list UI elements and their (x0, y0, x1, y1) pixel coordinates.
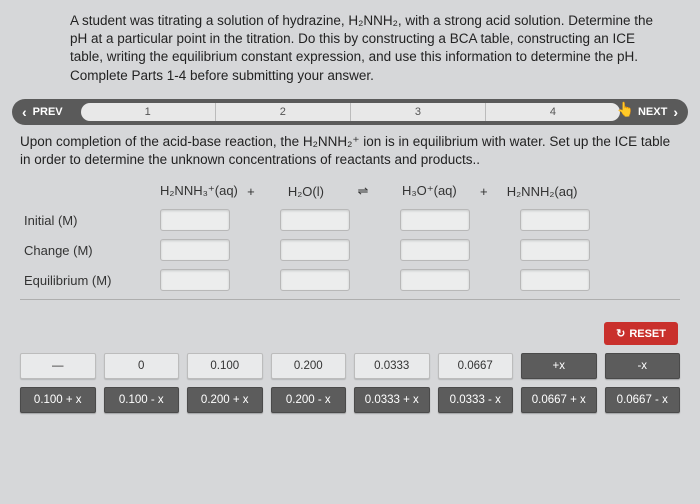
tile[interactable]: 0.100 + x (20, 387, 96, 413)
ice-cell[interactable] (520, 239, 590, 261)
tile[interactable]: 0.100 (187, 353, 263, 379)
ice-cell[interactable] (400, 269, 470, 291)
ice-label-initial: Initial (M) (20, 213, 140, 228)
eq-term-2: H₂O(l) (288, 184, 324, 199)
ice-cell[interactable] (160, 269, 230, 291)
cursor-icon: 👆 (617, 101, 634, 118)
ice-row-equilibrium: Equilibrium (M) (20, 265, 680, 295)
reset-icon: ↻ (616, 327, 625, 340)
equation-row: H₂NNH₃⁺(aq) + H₂O(l) ⇌ H₃O⁺(aq) + H₂NNH₂… (0, 179, 700, 205)
reset-label: RESET (629, 328, 666, 340)
divider (20, 299, 680, 300)
ice-row-initial: Initial (M) (20, 205, 680, 235)
ice-cell[interactable] (280, 239, 350, 261)
eq-arrow: ⇌ (348, 183, 378, 199)
eq-term-4: H₂NNH₂(aq) (507, 184, 578, 199)
tile[interactable]: -x (605, 353, 681, 379)
ice-cell[interactable] (400, 239, 470, 261)
eq-plus-1: + (244, 184, 258, 199)
tile-row-1: — 0 0.100 0.200 0.0333 0.0667 +x -x (20, 353, 680, 379)
tile[interactable]: 0.200 (271, 353, 347, 379)
tile[interactable]: 0.200 - x (271, 387, 347, 413)
step-1[interactable]: 1 (81, 103, 216, 121)
tile[interactable]: — (20, 353, 96, 379)
tile[interactable]: 0.0333 (354, 353, 430, 379)
progress-bar: ‹ PREV 1 2 3 4 NEXT › 👆 (12, 99, 688, 125)
step-3[interactable]: 3 (351, 103, 486, 121)
reset-button[interactable]: ↻ RESET (604, 322, 678, 345)
eq-term-1: H₂NNH₃⁺(aq) (160, 183, 238, 199)
ice-cell[interactable] (280, 269, 350, 291)
tile[interactable]: 0.0333 + x (354, 387, 430, 413)
tile-row-2: 0.100 + x 0.100 - x 0.200 + x 0.200 - x … (20, 387, 680, 413)
tile[interactable]: +x (521, 353, 597, 379)
ice-row-change: Change (M) (20, 235, 680, 265)
chevron-left-icon: ‹ (22, 104, 27, 120)
question-text: A student was titrating a solution of hy… (0, 0, 700, 99)
tile[interactable]: 0.100 - x (104, 387, 180, 413)
instruction-text: Upon completion of the acid-base reactio… (0, 131, 700, 179)
ice-cell[interactable] (520, 269, 590, 291)
tile[interactable]: 0.0667 - x (605, 387, 681, 413)
ice-cell[interactable] (160, 239, 230, 261)
tile[interactable]: 0 (104, 353, 180, 379)
tile[interactable]: 0.0667 (438, 353, 514, 379)
ice-cell[interactable] (160, 209, 230, 231)
eq-term-3: H₃O⁺(aq) (402, 183, 457, 199)
prev-button[interactable]: ‹ PREV (12, 99, 77, 125)
tile[interactable]: 0.0333 - x (438, 387, 514, 413)
tile[interactable]: 0.0667 + x (521, 387, 597, 413)
tile[interactable]: 0.200 + x (187, 387, 263, 413)
ice-cell[interactable] (400, 209, 470, 231)
chevron-right-icon: › (673, 104, 678, 120)
step-indicator: 1 2 3 4 (81, 103, 620, 121)
ice-label-equilibrium: Equilibrium (M) (20, 273, 140, 288)
prev-label: PREV (33, 106, 63, 118)
step-2[interactable]: 2 (216, 103, 351, 121)
step-4[interactable]: 4 (486, 103, 620, 121)
eq-plus-2: + (477, 184, 491, 199)
ice-cell[interactable] (280, 209, 350, 231)
next-label: NEXT (638, 106, 667, 118)
ice-table: Initial (M) Change (M) Equilibrium (M) (0, 205, 700, 322)
answer-tiles: — 0 0.100 0.200 0.0333 0.0667 +x -x 0.10… (0, 353, 700, 425)
ice-label-change: Change (M) (20, 243, 140, 258)
ice-cell[interactable] (520, 209, 590, 231)
